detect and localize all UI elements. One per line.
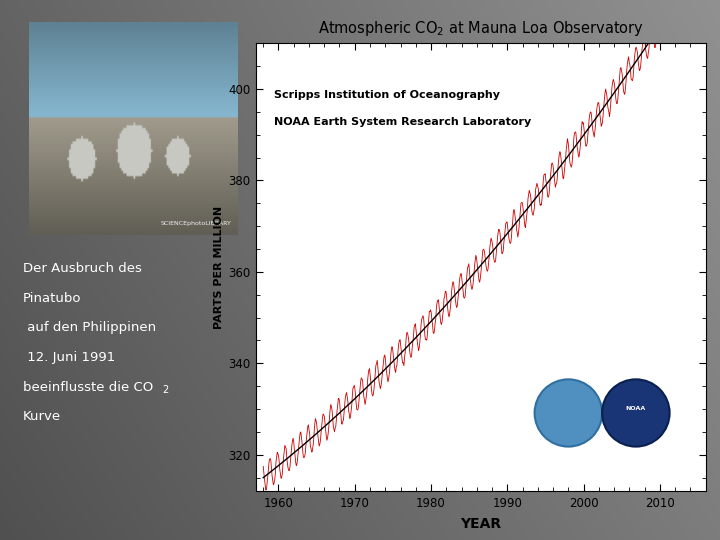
Circle shape bbox=[602, 379, 670, 447]
Text: SCIENCEphotoLIBRARY: SCIENCEphotoLIBRARY bbox=[161, 221, 231, 226]
Y-axis label: PARTS PER MILLION: PARTS PER MILLION bbox=[215, 206, 225, 329]
Circle shape bbox=[534, 379, 602, 447]
Text: auf den Philippinen: auf den Philippinen bbox=[23, 321, 156, 334]
Title: Atmospheric CO$_2$ at Mauna Loa Observatory: Atmospheric CO$_2$ at Mauna Loa Observat… bbox=[318, 19, 644, 38]
Text: NOAA Earth System Research Laboratory: NOAA Earth System Research Laboratory bbox=[274, 117, 531, 127]
Text: Der Ausbruch des: Der Ausbruch des bbox=[23, 262, 142, 275]
Text: beeinflusste die CO: beeinflusste die CO bbox=[23, 381, 153, 394]
X-axis label: YEAR: YEAR bbox=[460, 517, 501, 531]
Text: Pinatubo: Pinatubo bbox=[23, 292, 81, 305]
Text: 12. Juni 1991: 12. Juni 1991 bbox=[23, 351, 115, 364]
Text: Kurve: Kurve bbox=[23, 410, 61, 423]
Text: Scripps Institution of Oceanography: Scripps Institution of Oceanography bbox=[274, 90, 500, 100]
Text: 2: 2 bbox=[162, 385, 168, 395]
Text: NOAA: NOAA bbox=[626, 406, 646, 411]
